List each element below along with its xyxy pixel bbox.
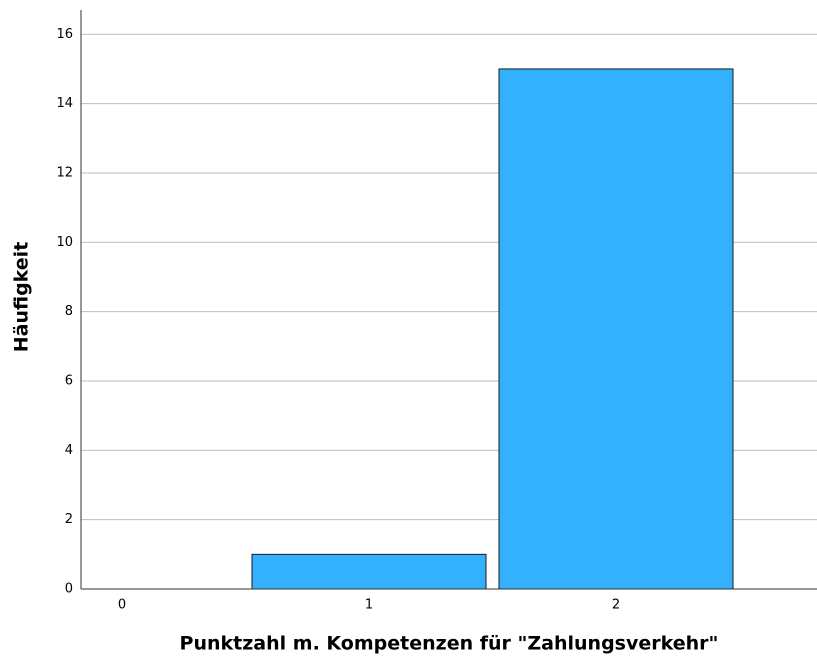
- y-tick-label: 4: [65, 443, 73, 458]
- y-axis-title: Häufigkeit: [11, 242, 33, 353]
- y-tick-label: 12: [56, 165, 73, 180]
- y-tick-label: 14: [56, 96, 73, 111]
- y-tick-label: 16: [56, 27, 73, 42]
- y-tick-label: 6: [65, 373, 73, 388]
- x-tick-label: 1: [365, 598, 373, 613]
- bar: [498, 68, 734, 590]
- y-tick-label: 8: [65, 304, 73, 319]
- y-tick-label: 10: [56, 235, 73, 250]
- x-axis-title: Punktzahl m. Kompetenzen für "Zahlungsve…: [180, 633, 719, 655]
- x-tick-label: 2: [612, 598, 620, 613]
- x-tick-label: 0: [118, 598, 126, 613]
- y-tick-label: 2: [65, 512, 73, 527]
- bar: [251, 553, 487, 590]
- y-tick-label: 0: [65, 582, 73, 597]
